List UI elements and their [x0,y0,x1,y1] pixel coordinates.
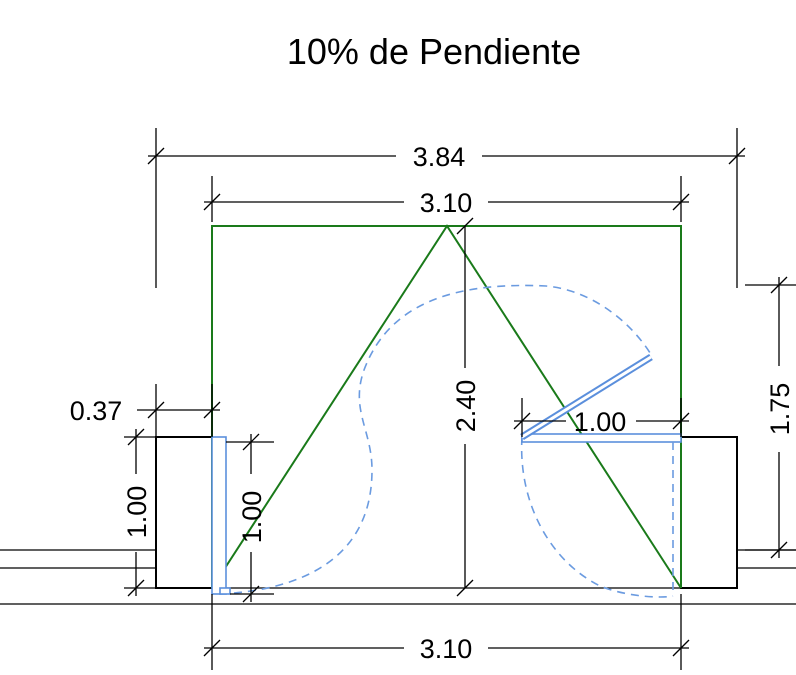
door-swing-arcs [219,284,674,598]
dim-inner-width-bottom-label: 3.10 [420,634,473,664]
left-wall-block [155,436,213,589]
dim-left-door-width-label: 1.00 [237,491,267,544]
dim-left-offset-label: 0.37 [70,396,123,426]
right-corridor-lines [737,549,796,569]
dim-overall-width-label: 3.84 [413,142,466,172]
dim-left-wall-height-label: 1.00 [122,486,152,539]
left-corridor-lines [0,549,796,605]
dim-overall-width [147,128,746,288]
dim-right-height-label: 1.75 [765,383,795,436]
right-door [520,354,682,596]
dim-right-door-width [513,398,690,437]
dim-left-door-width [226,433,274,603]
left-door [211,436,231,595]
dim-right-height [745,276,796,559]
dim-left-wall-height [124,428,156,597]
dim-ramp-depth [456,217,474,597]
dim-inner-width-top-label: 3.10 [420,188,473,218]
dim-left-offset [137,384,221,437]
dim-inner-width-bottom [203,594,690,670]
right-wall-block [680,436,738,589]
dim-ramp-depth-label: 2.40 [451,380,481,433]
dim-inner-width-top [203,176,690,222]
dim-right-door-width-label: 1.00 [574,407,627,437]
drawing-title: 10% de Pendiente [287,31,581,72]
